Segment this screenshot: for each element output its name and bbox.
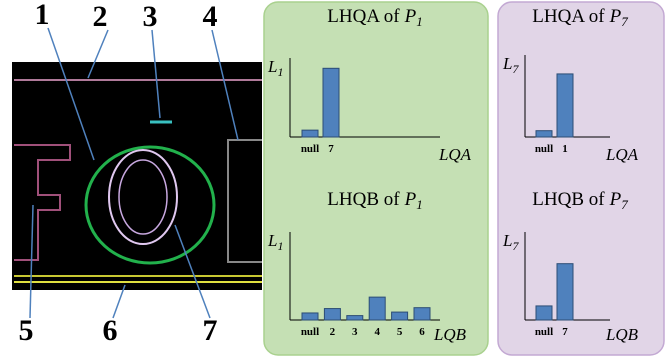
bar — [302, 313, 318, 320]
x-tick-label: null — [535, 326, 553, 338]
y-label-subscript: 7 — [512, 62, 519, 76]
x-tick-label: 7 — [328, 143, 334, 155]
title-text: LHQA of — [327, 6, 400, 27]
title-subscript: 7 — [621, 197, 628, 212]
bar — [369, 297, 385, 320]
y-label-text: L — [502, 54, 512, 73]
bar — [536, 306, 552, 320]
image-label: 7 — [203, 314, 218, 347]
segmentation-image — [12, 62, 262, 290]
title-symbol: P — [404, 189, 417, 210]
x-tick-label: 6 — [419, 326, 425, 338]
image-label: 6 — [103, 314, 118, 347]
x-axis-label: LQA — [605, 145, 639, 164]
title-subscript: 1 — [416, 197, 423, 212]
x-tick-label: 4 — [374, 326, 380, 338]
title-text: LHQB of — [327, 189, 400, 210]
x-tick-label: 3 — [352, 326, 358, 338]
title-symbol: P — [609, 6, 622, 27]
image-label: 5 — [19, 314, 34, 347]
x-tick-label: 7 — [562, 326, 568, 338]
figure: 1234567 LHQA ofP1L1LQAnull7LHQA ofP7L7LQ… — [0, 0, 668, 359]
title-text: LHQA of — [532, 6, 605, 27]
image-label: 1 — [35, 0, 50, 31]
x-tick-label: null — [301, 326, 319, 338]
y-label-subscript: 1 — [277, 239, 283, 253]
x-tick-label: 2 — [330, 326, 336, 338]
image-label: 4 — [203, 0, 218, 33]
title-subscript: 7 — [621, 14, 628, 29]
x-tick-label: 1 — [562, 143, 568, 155]
y-label-subscript: 7 — [512, 239, 519, 253]
x-axis-label: LQA — [438, 145, 472, 164]
title-symbol: P — [404, 6, 417, 27]
bar — [347, 316, 363, 320]
x-tick-label: null — [535, 143, 553, 155]
bar — [414, 308, 430, 320]
x-tick-label: null — [301, 143, 319, 155]
bar — [536, 131, 552, 137]
x-axis-label: LQB — [605, 325, 639, 344]
bar — [557, 74, 573, 137]
y-label-subscript: 1 — [277, 65, 283, 79]
bar — [557, 264, 573, 320]
x-tick-label: 5 — [397, 326, 403, 338]
image-label: 3 — [143, 0, 158, 33]
bar — [392, 312, 408, 320]
y-label-text: L — [267, 231, 277, 250]
title-subscript: 1 — [416, 14, 423, 29]
x-axis-label: LQB — [433, 325, 467, 344]
title-symbol: P — [609, 189, 622, 210]
y-label-text: L — [502, 231, 512, 250]
y-label-text: L — [267, 57, 277, 76]
image-label: 2 — [93, 0, 108, 33]
bar — [323, 68, 339, 137]
bar — [302, 130, 318, 137]
panel-p7 — [498, 2, 664, 355]
bar — [324, 309, 340, 320]
title-text: LHQB of — [532, 189, 605, 210]
